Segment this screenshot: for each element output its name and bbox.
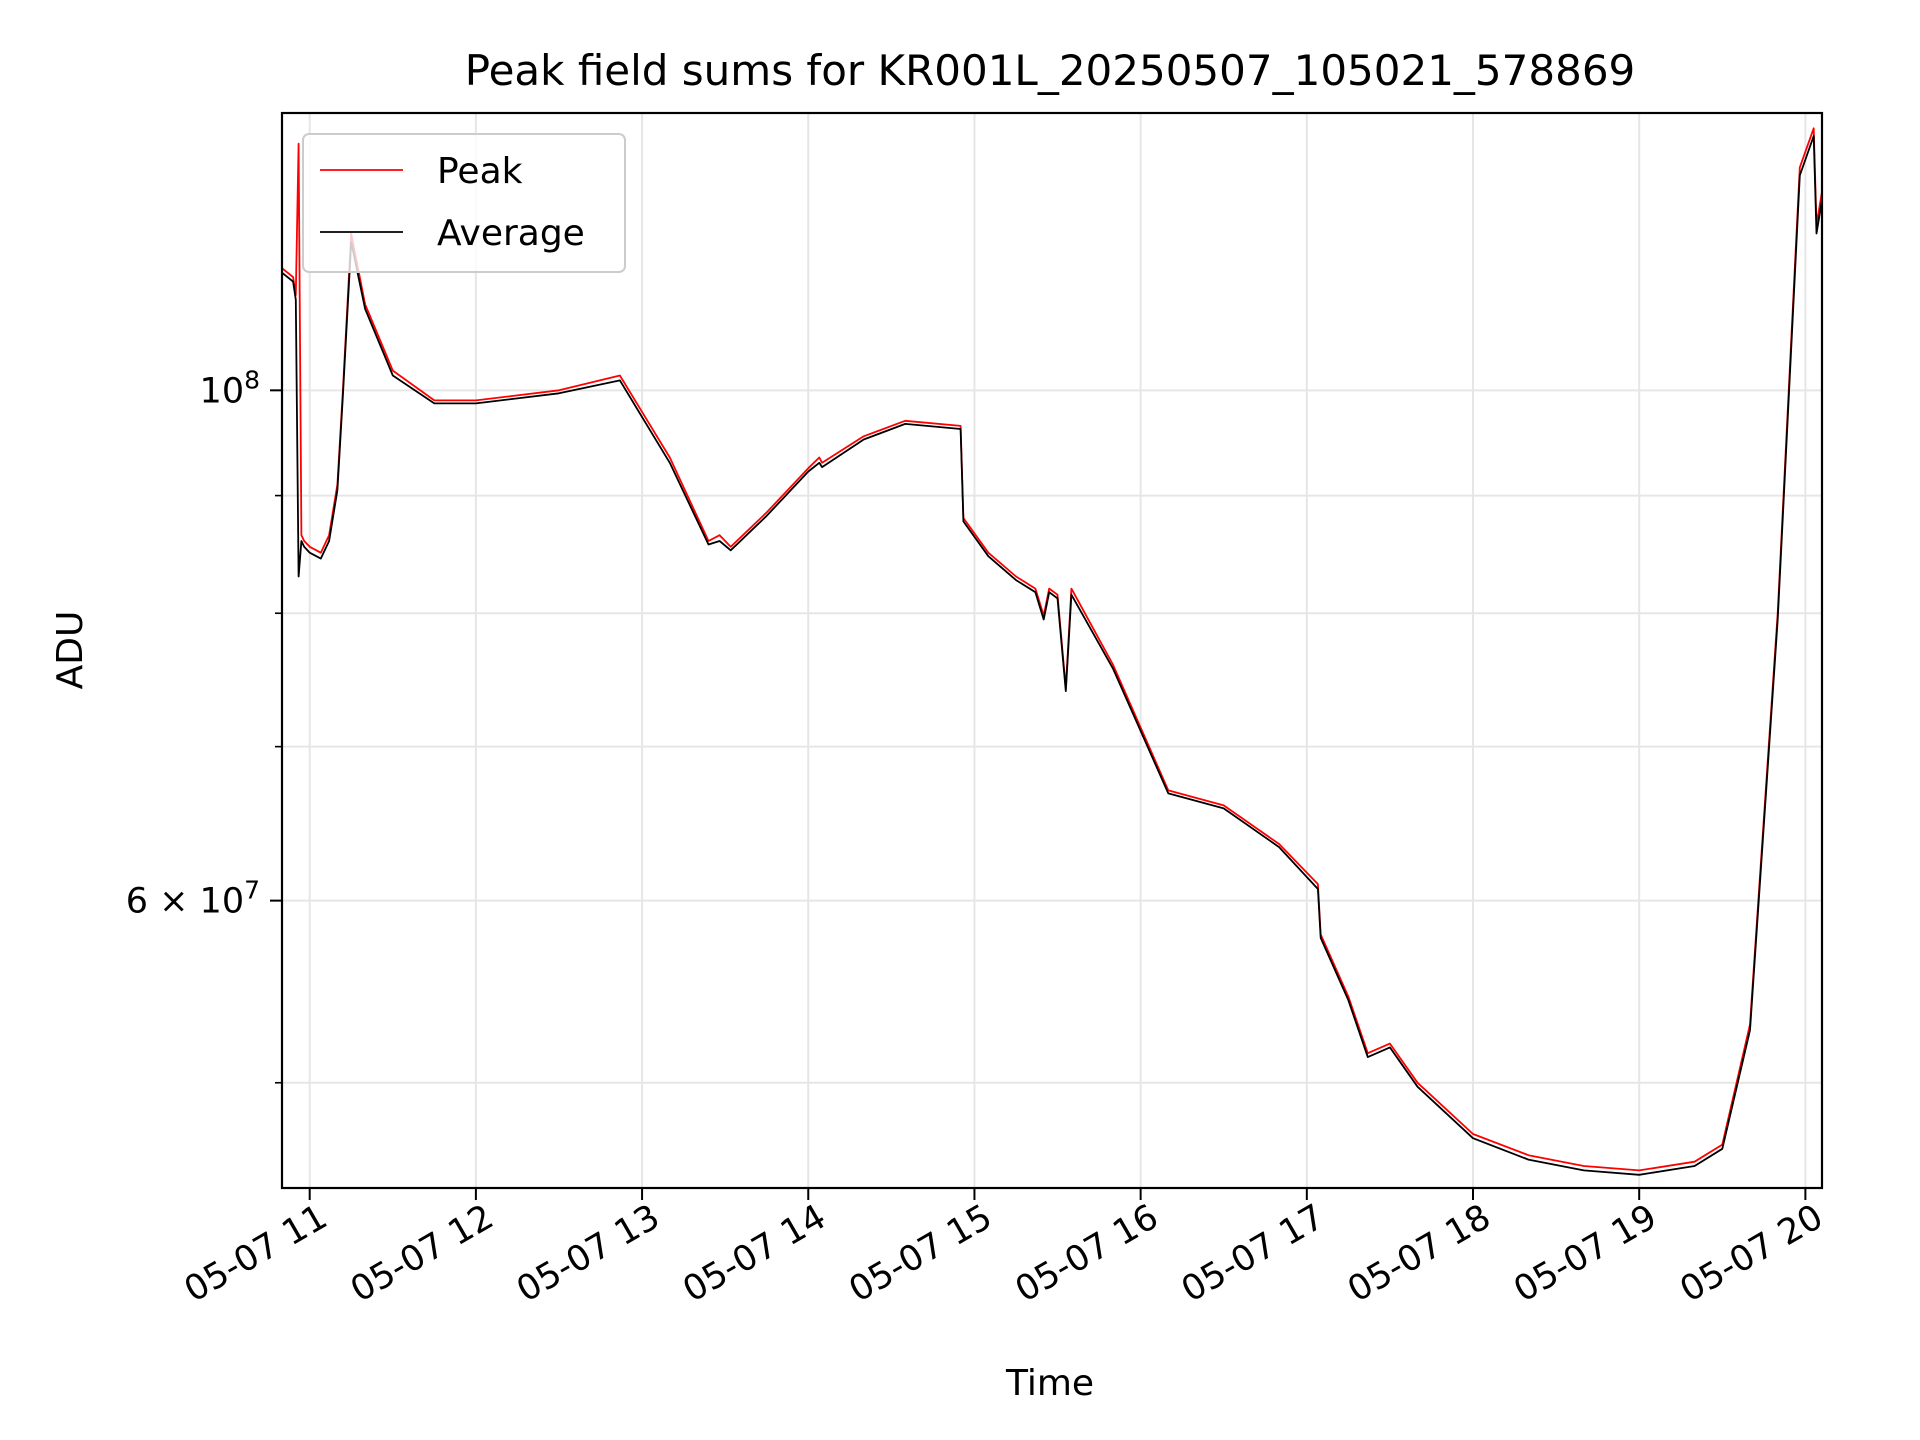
series-line-average [281, 135, 1823, 1176]
plot-frame [280, 111, 1824, 1190]
legend-box [302, 133, 626, 273]
x-axis-label: Time [1005, 1363, 1094, 1404]
y-axis: 108 6 × 107 [126, 365, 282, 1084]
legend-label-average: Average [437, 213, 585, 254]
chart-title: Peak field sums for KR001L_20250507_1050… [465, 46, 1636, 95]
y-tick-label: 108 [200, 365, 260, 411]
grid [282, 113, 1822, 1188]
series-layer [281, 127, 1823, 1176]
legend: Peak Average [302, 133, 626, 273]
y-tick-label: 6 × 107 [126, 876, 260, 922]
legend-label-peak: Peak [437, 151, 523, 192]
y-axis-label: ADU [50, 611, 91, 690]
